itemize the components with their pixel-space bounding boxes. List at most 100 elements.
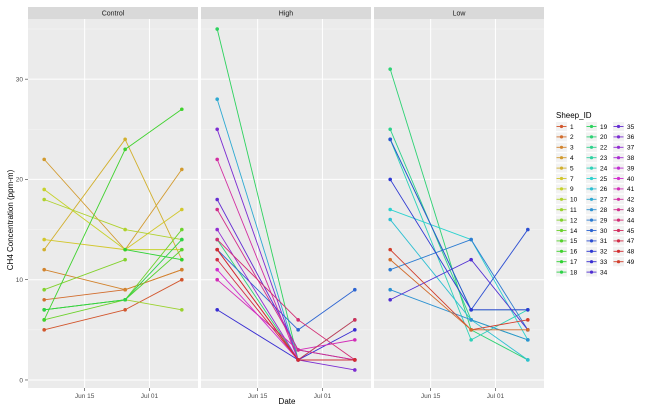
series-line-segment <box>389 219 472 321</box>
legend-key-point <box>616 218 621 222</box>
legend-key-10: 10 <box>556 194 578 204</box>
data-point <box>388 287 392 292</box>
series-line-segment <box>298 349 355 361</box>
data-point <box>42 247 46 252</box>
legend: Sheep_ID 1234579101112141516171819202223… <box>556 111 635 277</box>
series-line-segment <box>125 249 182 261</box>
data-point <box>388 207 392 212</box>
legend-key-34: 34 <box>586 267 608 277</box>
series-sheep-16 <box>42 107 184 322</box>
legend-key-point <box>559 176 564 181</box>
legend-label: 16 <box>570 249 578 256</box>
legend-label: 31 <box>600 238 608 245</box>
series-line-segment <box>471 319 528 331</box>
data-point <box>180 207 184 212</box>
data-point <box>526 318 530 322</box>
series-line-segment <box>389 179 472 311</box>
legend-key-7: 7 <box>556 174 574 183</box>
data-point <box>180 167 184 172</box>
legend-key-point <box>559 218 564 222</box>
legend-label: 22 <box>600 145 608 152</box>
legend-key-41: 41 <box>613 184 635 194</box>
legend-key-point <box>589 166 594 170</box>
legend-key-23: 23 <box>586 153 608 163</box>
legend-key-9: 9 <box>556 184 574 194</box>
legend-key-point <box>616 156 621 160</box>
legend-key-1: 1 <box>556 122 574 131</box>
series-line-segment <box>470 229 529 311</box>
data-point <box>388 257 392 262</box>
series-sheep-49 <box>388 247 530 332</box>
legend-label: 37 <box>627 145 635 152</box>
legend-label: 4 <box>570 155 574 162</box>
data-point <box>180 277 184 282</box>
legend-key-point <box>616 208 621 212</box>
data-point <box>42 187 46 192</box>
x-tick-label: Jun 15 <box>75 393 95 400</box>
legend-label: 32 <box>600 249 608 256</box>
panel-background <box>201 19 371 388</box>
series-line-segment <box>216 249 299 331</box>
legend-key-31: 31 <box>586 236 608 246</box>
legend-key-point <box>559 145 564 149</box>
series-sheep-10 <box>42 197 184 242</box>
legend-key-20: 20 <box>586 132 608 142</box>
data-point <box>353 368 357 372</box>
data-point <box>180 237 184 242</box>
data-point <box>296 358 300 362</box>
legend-label: 29 <box>600 217 608 224</box>
series-sheep-26 <box>388 217 530 362</box>
series-line-segment <box>124 108 183 150</box>
legend-key-27: 27 <box>586 194 608 204</box>
data-point <box>180 107 184 112</box>
x-tick-label: Jun 15 <box>421 393 441 400</box>
series-line-segment <box>44 199 126 230</box>
data-point <box>215 197 219 202</box>
legend-key-14: 14 <box>556 226 578 235</box>
legend-key-point <box>616 187 621 191</box>
y-axis-title: CH4 Concentration (ppm-m) <box>6 169 15 270</box>
legend-key-point <box>616 135 621 139</box>
series-line-segment <box>389 139 472 310</box>
series-sheep-32 <box>388 177 530 312</box>
data-point <box>469 307 473 312</box>
data-point <box>42 328 46 332</box>
series-line-segment <box>124 239 183 301</box>
data-point <box>123 297 127 302</box>
data-point <box>388 177 392 182</box>
data-point <box>42 197 46 202</box>
legend-key-point <box>589 218 594 222</box>
legend-key-point <box>559 260 564 264</box>
series-line-segment <box>389 259 472 331</box>
data-point <box>123 257 127 262</box>
legend-label: 17 <box>570 259 578 266</box>
legend-key-12: 12 <box>556 215 578 225</box>
data-point <box>388 267 392 272</box>
legend-key-point <box>559 249 564 253</box>
legend-label: 19 <box>600 124 608 131</box>
legend-label: 44 <box>627 217 635 224</box>
data-point <box>42 318 46 322</box>
series-line-segment <box>389 249 472 331</box>
series-line-segment <box>124 209 183 250</box>
legend-label: 43 <box>627 207 635 214</box>
legend-key-point <box>559 166 564 170</box>
legend-key-30: 30 <box>586 226 608 235</box>
x-tick-label: Jul 01 <box>141 393 159 400</box>
legend-key-point <box>589 208 594 212</box>
y-tick-label: 10 <box>16 277 24 284</box>
legend-key-point <box>616 176 621 181</box>
legend-key-point <box>559 187 564 191</box>
data-point <box>388 67 392 71</box>
series-sheep-1 <box>42 277 184 332</box>
legend-label: 25 <box>600 176 608 183</box>
legend-label: 24 <box>600 165 608 172</box>
series-line-segment <box>389 259 472 301</box>
data-point <box>123 147 127 152</box>
legend-key-point <box>589 156 594 160</box>
series-line-segment <box>125 299 182 311</box>
legend-label: 7 <box>570 176 574 183</box>
data-point <box>469 328 473 332</box>
series-line-segment <box>389 69 472 330</box>
legend-label: 20 <box>600 134 608 141</box>
